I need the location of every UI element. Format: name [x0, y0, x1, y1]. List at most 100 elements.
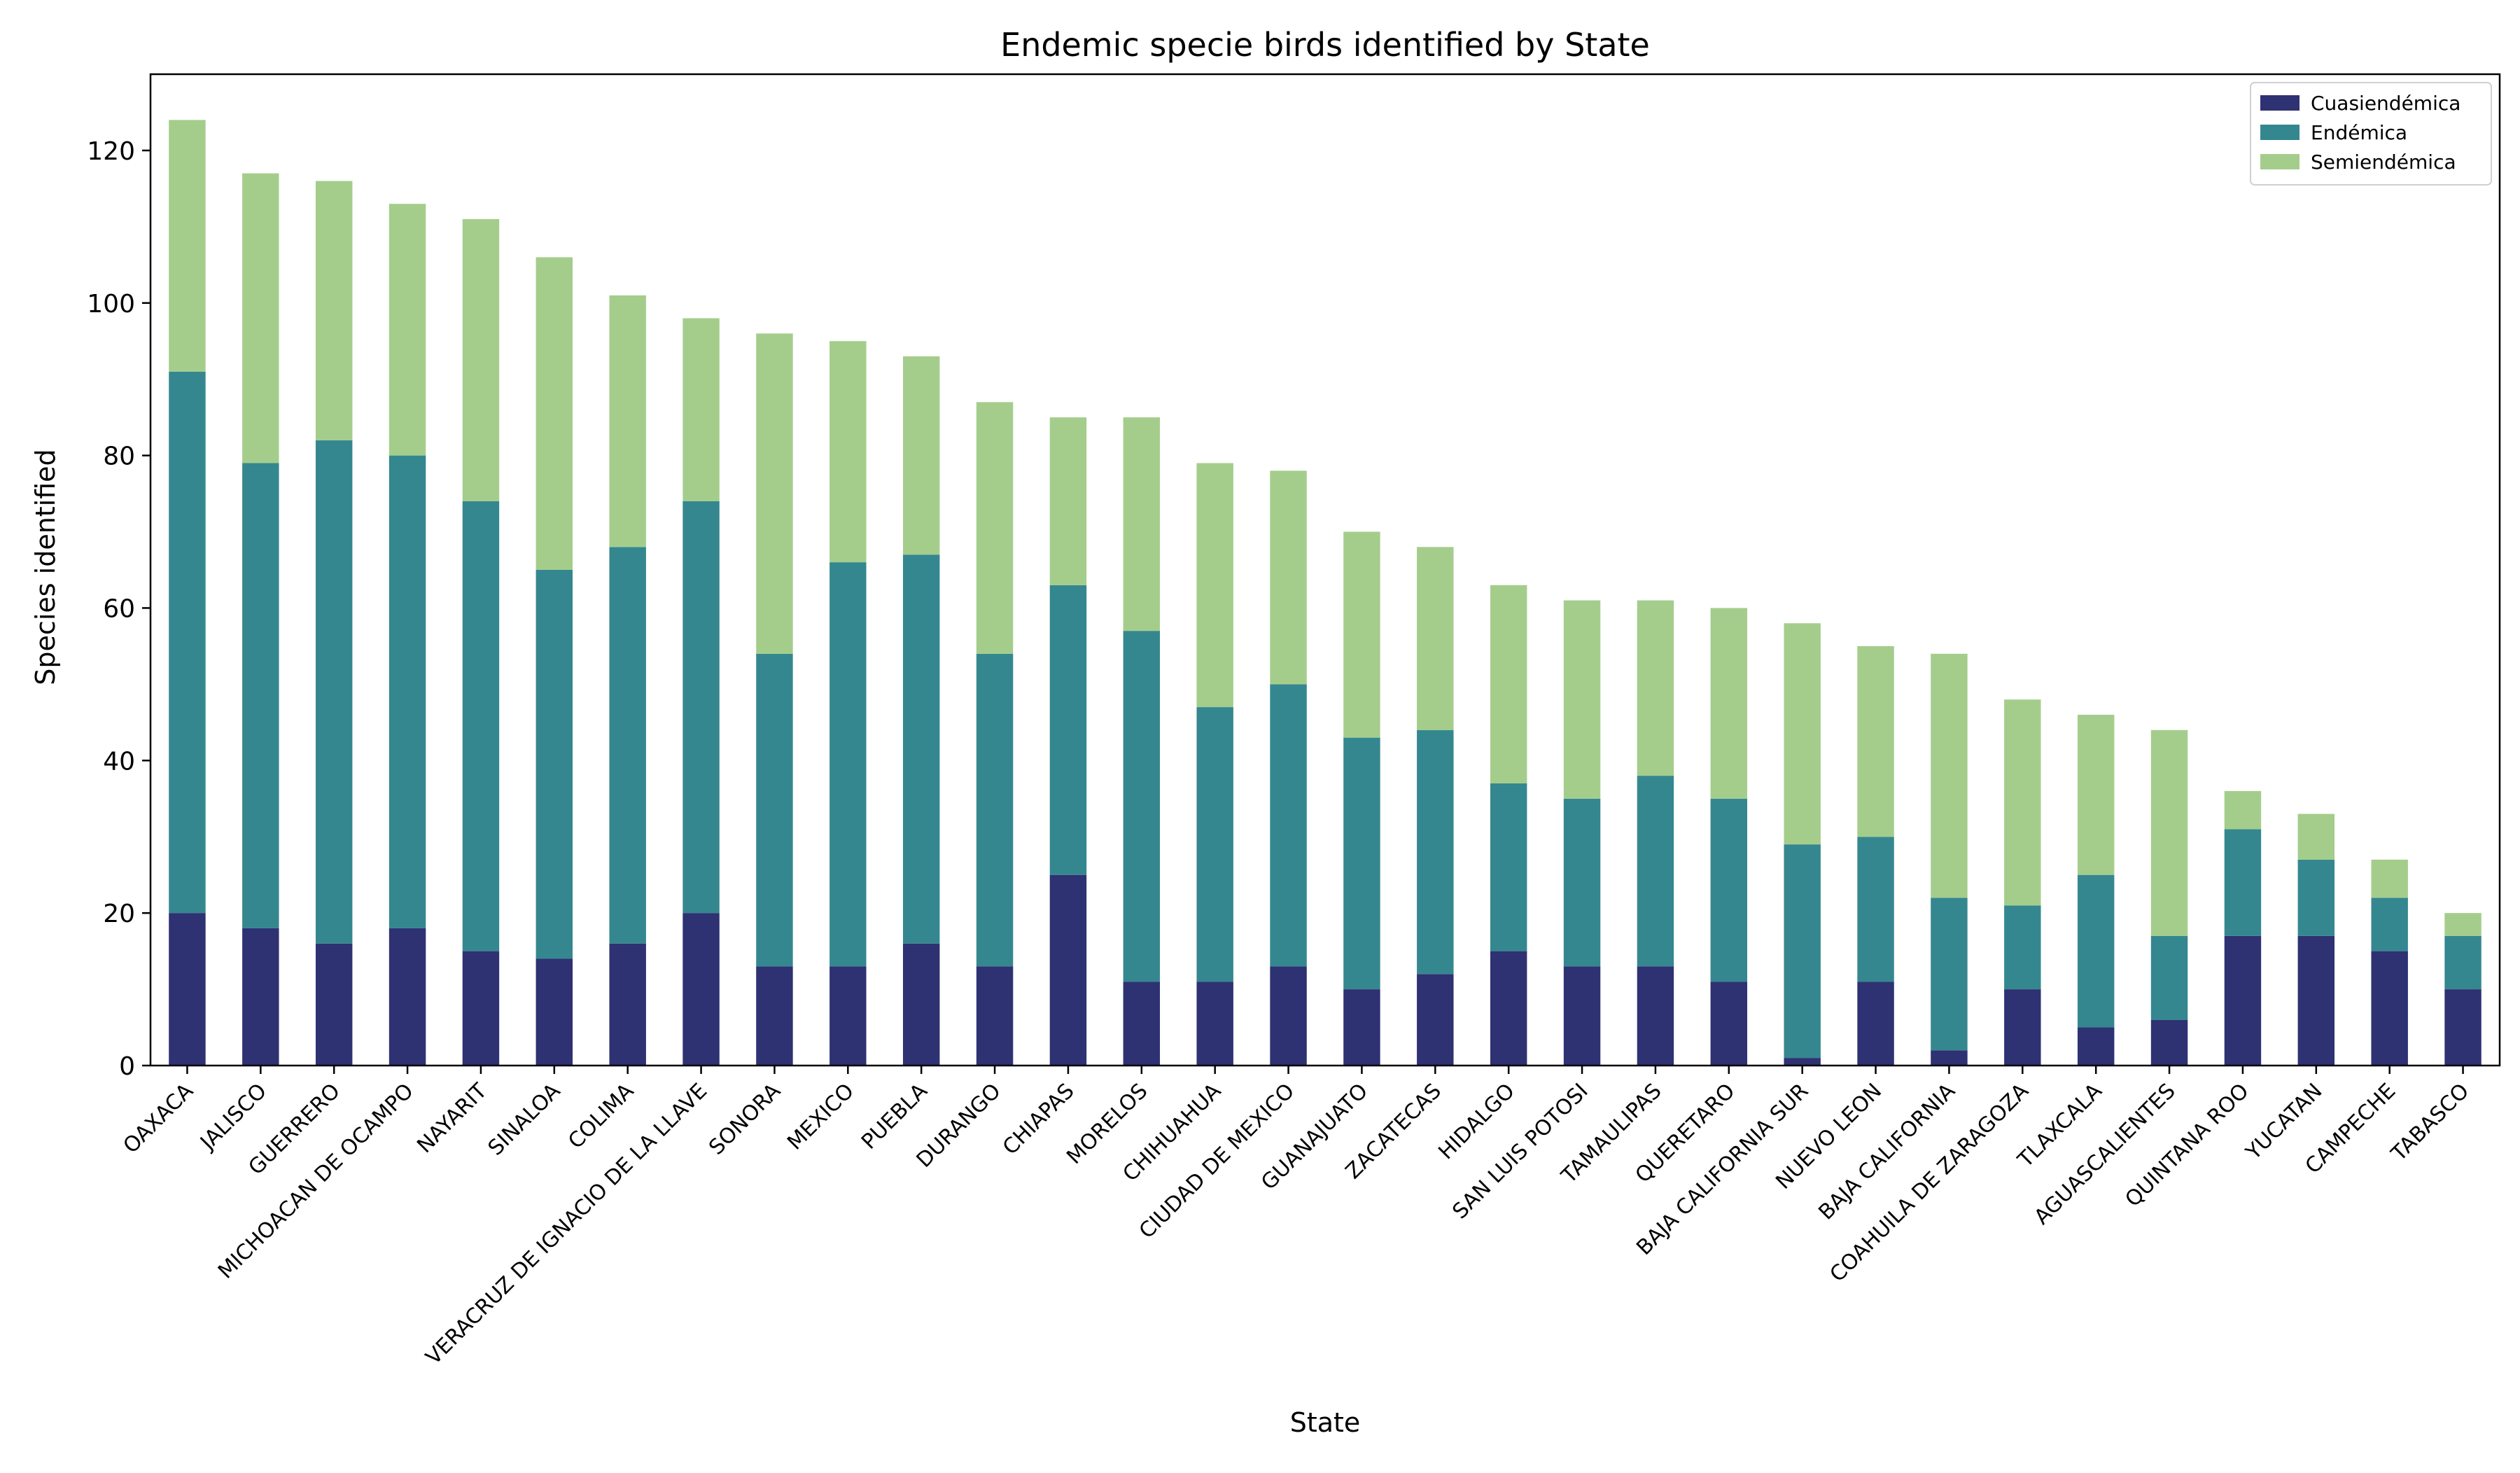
bar-7-series-2: [682, 318, 720, 501]
bar-4-series-1: [462, 501, 500, 951]
bar-21-series-2: [1710, 608, 1748, 799]
bar-15-series-2: [1270, 470, 1307, 685]
bar-9-series-0: [830, 966, 867, 1066]
bar-9-series-2: [830, 341, 867, 563]
x-tick-label: PUEBLA: [857, 1079, 932, 1154]
bar-8-series-0: [756, 966, 793, 1066]
bar-22-series-2: [1784, 623, 1821, 845]
bar-7-series-0: [682, 913, 720, 1066]
bar-6-series-0: [609, 943, 646, 1066]
bar-3-series-0: [388, 928, 426, 1066]
bar-8-series-1: [756, 653, 793, 967]
bar-26-series-2: [2077, 714, 2115, 875]
bar-15-series-1: [1270, 684, 1307, 967]
legend-label: Endémica: [2311, 121, 2407, 144]
bar-1-series-2: [242, 173, 279, 463]
bar-23-series-1: [1857, 837, 1894, 982]
bar-0-series-2: [169, 120, 206, 372]
bar-10-series-2: [902, 356, 940, 555]
bar-29-series-0: [2297, 935, 2335, 1066]
bar-10-series-0: [902, 943, 940, 1066]
bar-6-series-2: [609, 295, 646, 547]
y-tick-label: 40: [103, 747, 135, 776]
bar-1-series-1: [242, 463, 279, 928]
bar-17-series-0: [1417, 974, 1454, 1066]
bar-27-series-2: [2150, 729, 2188, 936]
bar-17-series-2: [1417, 547, 1454, 730]
bar-24-series-0: [1931, 1050, 1968, 1066]
bar-15-series-0: [1270, 966, 1307, 1066]
x-tick-label: JALISCO: [195, 1079, 272, 1156]
y-tick-label: 80: [103, 442, 135, 471]
bar-25-series-0: [2004, 989, 2041, 1066]
x-tick-label: OAXACA: [119, 1079, 199, 1159]
bar-12-series-1: [1049, 585, 1087, 875]
bar-7-series-1: [682, 501, 720, 914]
bar-23-series-0: [1857, 982, 1894, 1066]
bar-21-series-0: [1710, 982, 1748, 1066]
bar-28-series-1: [2224, 829, 2262, 936]
bar-5-series-0: [536, 958, 573, 1066]
bar-26-series-1: [2077, 874, 2115, 1028]
bar-24-series-2: [1931, 653, 1968, 898]
bar-31-series-1: [2444, 935, 2482, 990]
bar-25-series-1: [2004, 905, 2041, 990]
bar-20-series-1: [1637, 776, 1674, 967]
legend-swatch: [2260, 154, 2300, 169]
y-axis-label: Species identified: [30, 449, 61, 685]
bar-5-series-1: [536, 570, 573, 959]
bar-13-series-0: [1123, 982, 1161, 1066]
bar-20-series-2: [1637, 600, 1674, 776]
x-tick-label: SONORA: [704, 1079, 785, 1160]
legend-swatch: [2260, 95, 2300, 111]
bar-22-series-0: [1784, 1058, 1821, 1066]
bar-3-series-2: [388, 204, 426, 456]
bars-layer: [169, 120, 2482, 1066]
bar-22-series-1: [1784, 844, 1821, 1059]
y-tick-label: 100: [87, 290, 135, 319]
bar-2-series-0: [315, 943, 353, 1066]
bar-14-series-1: [1196, 707, 1233, 982]
bar-23-series-2: [1857, 645, 1894, 837]
legend-label: Semiendémica: [2311, 151, 2456, 174]
bar-17-series-1: [1417, 729, 1454, 975]
bar-16-series-2: [1343, 531, 1380, 738]
bar-19-series-1: [1563, 798, 1601, 967]
bar-19-series-0: [1563, 966, 1601, 1066]
x-axis-label: State: [1290, 1407, 1361, 1438]
bar-9-series-1: [830, 562, 867, 967]
bar-11-series-1: [976, 653, 1014, 967]
bar-29-series-1: [2297, 859, 2335, 936]
bar-2-series-1: [315, 440, 353, 944]
bar-27-series-1: [2150, 935, 2188, 1020]
bar-8-series-2: [756, 333, 793, 654]
x-tick-label: SINALOA: [484, 1079, 566, 1161]
x-tick-label: QUINTANA ROO: [2120, 1079, 2253, 1212]
bar-31-series-0: [2444, 989, 2482, 1066]
bar-28-series-0: [2224, 935, 2262, 1066]
y-axis: 0 20 40 60 80 100 120: [87, 137, 150, 1081]
bar-29-series-2: [2297, 814, 2335, 860]
bar-12-series-2: [1049, 417, 1087, 585]
bar-4-series-2: [462, 218, 500, 501]
legend-box: [2250, 82, 2492, 186]
bar-0-series-1: [169, 371, 206, 914]
x-tick-label: TABASCO: [2386, 1079, 2474, 1166]
bar-19-series-2: [1563, 600, 1601, 799]
y-tick-label: 20: [103, 900, 135, 928]
x-tick-label: COLIMA: [564, 1079, 638, 1154]
bar-28-series-2: [2224, 790, 2262, 830]
bar-10-series-1: [902, 554, 940, 944]
x-tick-label: NAYARIT: [412, 1078, 492, 1158]
bar-16-series-1: [1343, 737, 1380, 990]
bar-6-series-1: [609, 547, 646, 944]
bar-18-series-1: [1490, 783, 1527, 951]
legend: Cuasiendémica Endémica Semiendémica: [2250, 82, 2492, 186]
bar-14-series-2: [1196, 463, 1233, 708]
y-tick-label: 60: [103, 594, 135, 623]
bar-16-series-0: [1343, 989, 1380, 1066]
bar-31-series-2: [2444, 913, 2482, 936]
legend-swatch: [2260, 125, 2300, 140]
